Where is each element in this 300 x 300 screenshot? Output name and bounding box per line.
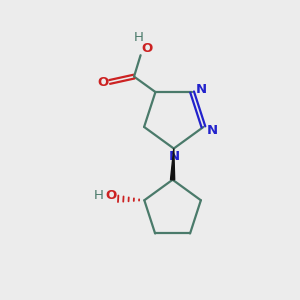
- Text: O: O: [105, 189, 116, 202]
- Text: H: H: [93, 189, 103, 202]
- Text: H: H: [134, 31, 144, 44]
- Text: N: N: [169, 150, 180, 163]
- Text: N: N: [196, 83, 207, 96]
- Text: O: O: [142, 42, 153, 55]
- Polygon shape: [170, 148, 175, 180]
- Text: N: N: [207, 124, 218, 137]
- Text: O: O: [98, 76, 109, 89]
